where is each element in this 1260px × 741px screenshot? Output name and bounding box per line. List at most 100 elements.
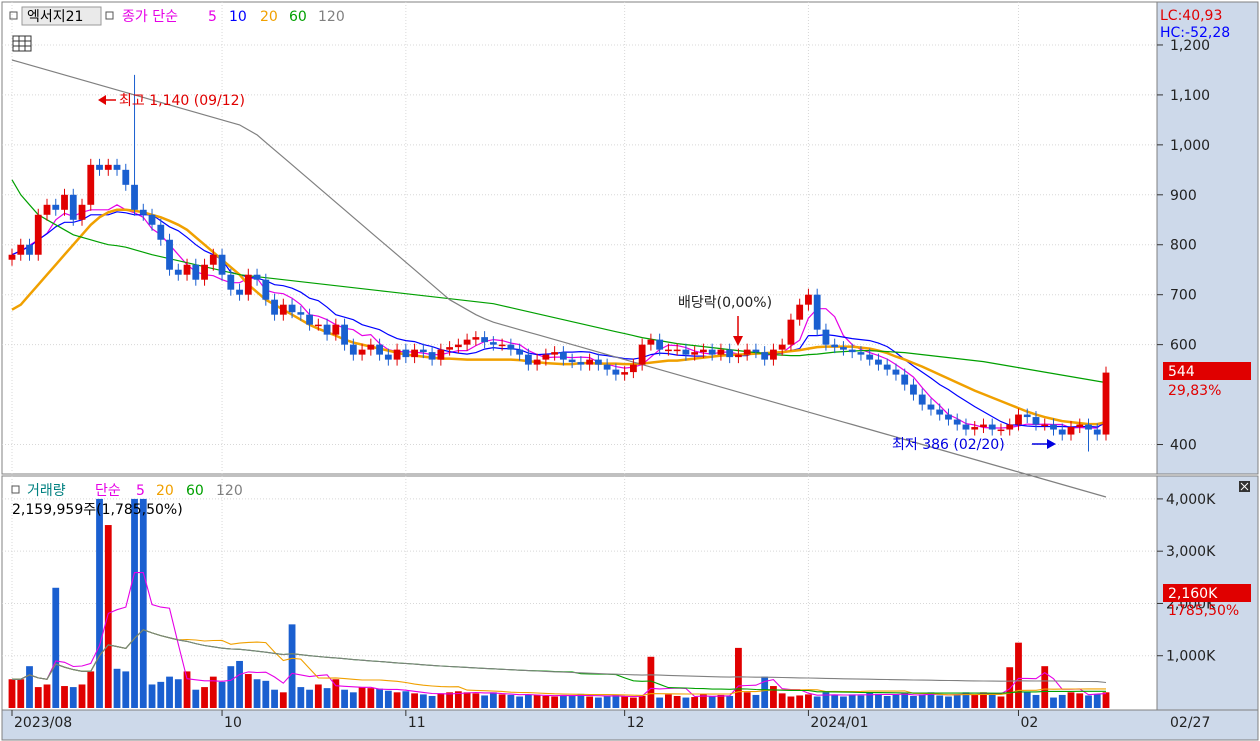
candle-body bbox=[691, 352, 699, 355]
stock-name: 엑서지21 bbox=[27, 9, 83, 25]
volume-bar bbox=[848, 694, 856, 708]
volume-bar bbox=[428, 695, 436, 708]
lc-info: LC:40,93 bbox=[1160, 8, 1222, 24]
volume-bar bbox=[866, 692, 874, 708]
candle-body bbox=[577, 362, 585, 365]
volume-tick-label: 3,000K bbox=[1166, 544, 1216, 560]
candle-body bbox=[901, 374, 909, 385]
volume-bar bbox=[936, 695, 944, 708]
candle-body bbox=[1015, 414, 1022, 425]
volume-ma-period-5: 5 bbox=[136, 483, 145, 499]
table-icon[interactable] bbox=[12, 35, 32, 52]
volume-bar bbox=[787, 696, 795, 708]
candle-body bbox=[507, 344, 515, 350]
candle-body bbox=[454, 344, 462, 348]
volume-bar bbox=[1050, 697, 1057, 708]
candle-body bbox=[349, 344, 357, 355]
volume-bar bbox=[551, 696, 559, 708]
volume-bar bbox=[700, 694, 707, 708]
volume-bar bbox=[446, 692, 453, 708]
volume-bar bbox=[227, 666, 235, 708]
candle-body bbox=[1023, 414, 1031, 418]
volume-bar bbox=[980, 692, 987, 708]
volume-bar bbox=[1032, 694, 1040, 708]
candle-body bbox=[148, 214, 156, 225]
legend-collapse-icon[interactable] bbox=[9, 11, 18, 20]
volume-bar bbox=[629, 697, 637, 708]
candle-body bbox=[227, 274, 235, 290]
ma-period-60: 60 bbox=[289, 9, 307, 25]
volume-bar bbox=[988, 693, 996, 708]
volume-bar bbox=[1015, 642, 1022, 708]
volume-bar bbox=[96, 498, 103, 708]
volume-bar bbox=[69, 687, 77, 708]
candle-body bbox=[927, 404, 935, 410]
volume-bar bbox=[638, 695, 646, 708]
volume-panel[interactable] bbox=[1, 475, 1158, 711]
candle-body bbox=[848, 349, 856, 353]
volume-bar bbox=[288, 624, 296, 708]
volume-bar bbox=[962, 692, 970, 708]
volume-legend-icon[interactable] bbox=[11, 485, 20, 494]
volume-bar bbox=[78, 684, 86, 708]
candle-body bbox=[218, 254, 226, 275]
volume-bar bbox=[656, 697, 664, 708]
volume-bar bbox=[691, 697, 699, 708]
current-volume-badge: 2,160K 1785,50% bbox=[1163, 584, 1251, 619]
volume-bar bbox=[1093, 694, 1101, 708]
price-tick-label: 800 bbox=[1170, 238, 1197, 254]
volume-bar bbox=[796, 695, 804, 708]
stock-name-box[interactable] bbox=[21, 6, 102, 26]
volume-ma-line-120 bbox=[12, 629, 1107, 684]
volume-bar bbox=[314, 684, 322, 708]
candle-body bbox=[157, 224, 165, 240]
volume-bar bbox=[113, 668, 121, 708]
candle-body bbox=[262, 279, 270, 300]
candle-body bbox=[971, 427, 979, 430]
candle-body bbox=[358, 349, 366, 355]
volume-bar bbox=[918, 694, 926, 708]
candle-body bbox=[726, 349, 734, 358]
candle-body bbox=[743, 349, 751, 355]
volume-bar bbox=[717, 694, 725, 708]
candle-body bbox=[568, 359, 576, 363]
volume-bar bbox=[971, 694, 979, 708]
volume-bar bbox=[1085, 695, 1092, 708]
price-grid bbox=[2, 2, 1157, 474]
ma-label: 종가 단순 bbox=[122, 9, 178, 25]
volume-bar bbox=[209, 676, 217, 708]
candle-body bbox=[638, 344, 646, 365]
candle-body bbox=[297, 312, 305, 315]
volume-bar bbox=[139, 498, 147, 708]
date-last-label: 02/27 bbox=[1170, 715, 1210, 731]
volume-bar bbox=[778, 693, 786, 708]
candle-body bbox=[52, 204, 60, 210]
candle-body bbox=[1032, 417, 1040, 425]
volume-bar bbox=[1102, 692, 1110, 708]
volume-bar bbox=[384, 690, 392, 708]
volume-bar bbox=[166, 676, 173, 708]
volume-bar bbox=[306, 689, 313, 708]
current-change: 29,83% bbox=[1168, 383, 1221, 399]
candle-body bbox=[104, 164, 112, 170]
candle-body bbox=[43, 204, 51, 215]
candle-body bbox=[629, 364, 637, 373]
candle-body bbox=[402, 349, 410, 358]
price-panel[interactable] bbox=[1, 1, 1158, 475]
volume-bar bbox=[279, 692, 287, 708]
volume-bar bbox=[271, 689, 278, 708]
volume-bar bbox=[454, 691, 462, 708]
volume-panel-close-icon[interactable] bbox=[1239, 481, 1250, 492]
volume-bar bbox=[437, 693, 445, 708]
volume-bar bbox=[708, 696, 716, 708]
candle-body bbox=[796, 304, 804, 320]
candle-body bbox=[883, 364, 891, 370]
candle-body bbox=[559, 352, 567, 360]
volume-bar bbox=[682, 697, 690, 708]
volume-bar bbox=[236, 660, 243, 708]
volume-bar bbox=[1058, 694, 1066, 708]
volume-bar bbox=[498, 694, 506, 708]
volume-bar bbox=[927, 692, 935, 708]
candle-body bbox=[131, 184, 138, 210]
volume-bar bbox=[997, 696, 1005, 708]
